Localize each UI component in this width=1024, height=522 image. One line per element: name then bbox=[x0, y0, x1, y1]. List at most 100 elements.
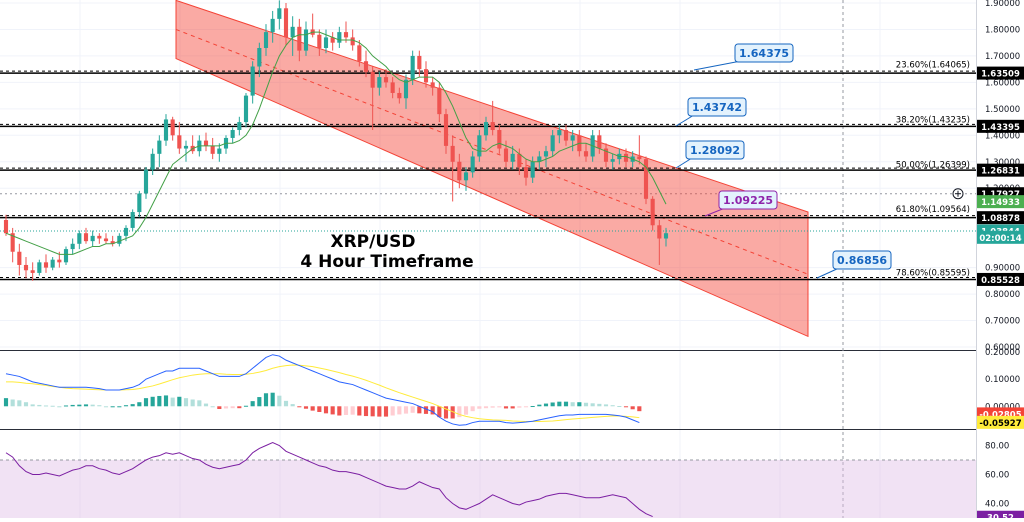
fib-label: 61.80%(1.09564) bbox=[896, 205, 970, 215]
callout-leader bbox=[675, 157, 693, 169]
candle-body bbox=[490, 122, 495, 131]
candle-body bbox=[390, 82, 395, 93]
rsi-price-tag-bg bbox=[977, 510, 1024, 522]
candle-body bbox=[510, 153, 515, 162]
candle-body bbox=[143, 169, 149, 194]
candle-body bbox=[57, 259, 62, 263]
candle-body bbox=[123, 227, 129, 236]
macd-histogram-bar bbox=[57, 406, 62, 408]
candle-body bbox=[343, 32, 349, 38]
callout-label: 1.64375 bbox=[739, 47, 789, 60]
candle-body bbox=[270, 18, 275, 33]
macd-histogram-bar bbox=[390, 406, 395, 416]
macd-histogram-bar bbox=[190, 399, 195, 407]
price-tag: 1.14933 bbox=[981, 198, 1020, 208]
macd-histogram-bar bbox=[103, 406, 109, 408]
candle-body bbox=[463, 172, 469, 181]
callout-box bbox=[687, 97, 747, 117]
rsi-tick-label: 80.00 bbox=[985, 442, 1009, 452]
macd-histogram-bar bbox=[70, 404, 75, 407]
callout-leader bbox=[693, 60, 742, 71]
macd-histogram-bar bbox=[123, 405, 129, 407]
macd-histogram-bar bbox=[23, 402, 29, 407]
candle-body bbox=[317, 34, 322, 48]
price-tag-bg bbox=[977, 119, 1024, 133]
candle-body bbox=[303, 29, 309, 51]
candle-body bbox=[470, 156, 475, 173]
chart-title-group: XRP/USD 4 Hour Timeframe bbox=[300, 232, 473, 272]
chart-subtitle: 4 Hour Timeframe bbox=[300, 252, 473, 272]
candle-body bbox=[90, 235, 95, 242]
candle-body bbox=[337, 32, 342, 43]
candle-body bbox=[457, 161, 462, 181]
candle-body bbox=[150, 153, 155, 170]
macd-price-tag: -0.05927 bbox=[979, 419, 1021, 429]
candle-body bbox=[550, 135, 555, 152]
candle-body bbox=[83, 233, 89, 242]
candle-body bbox=[417, 55, 422, 70]
moving-average bbox=[5, 31, 667, 255]
macd-histogram-bar bbox=[497, 406, 502, 408]
price-tag-bg bbox=[977, 163, 1024, 177]
candle-body bbox=[183, 145, 189, 149]
macd-price-tag-bg bbox=[977, 415, 1024, 429]
macd-histogram-bar bbox=[583, 402, 589, 407]
macd-histogram-bar bbox=[377, 406, 382, 417]
candle-body bbox=[250, 66, 255, 96]
macd-histogram-bar bbox=[483, 406, 489, 409]
macd-histogram-bar bbox=[403, 406, 409, 414]
price-tick-label: 0.80000 bbox=[985, 290, 1020, 300]
fib-label: 50.00%(1.26399) bbox=[896, 160, 970, 170]
macd-histogram-bar bbox=[343, 406, 349, 415]
candle-body bbox=[423, 69, 429, 83]
candle-body bbox=[323, 37, 329, 48]
price-tag: 1.08878 bbox=[981, 214, 1020, 224]
macd-histogram-bar bbox=[337, 406, 342, 416]
price-tag-bg bbox=[977, 230, 1024, 244]
macd-histogram-bar bbox=[50, 405, 55, 407]
candle-body bbox=[610, 159, 615, 162]
macd-histogram-bar bbox=[430, 406, 435, 415]
macd-histogram-bar bbox=[197, 400, 202, 407]
macd-histogram-bar bbox=[163, 395, 169, 407]
callout-label: 1.28092 bbox=[690, 144, 740, 157]
macd-histogram-bar bbox=[363, 406, 369, 417]
macd-histogram-bar bbox=[130, 404, 135, 407]
candle-body bbox=[30, 270, 35, 273]
macd-histogram-bar bbox=[597, 403, 602, 407]
callout-box bbox=[734, 43, 794, 63]
candle-body bbox=[503, 148, 509, 162]
price-tag-bg bbox=[977, 272, 1024, 286]
macd-histogram-bar bbox=[203, 403, 209, 407]
macd-histogram-bar bbox=[143, 398, 149, 407]
candle-body bbox=[277, 8, 282, 19]
price-tick-label: 1.40000 bbox=[985, 131, 1020, 141]
candle-body bbox=[530, 161, 535, 178]
macd-line bbox=[5, 354, 640, 426]
price-tick-label: 0.70000 bbox=[985, 317, 1020, 327]
candle-body bbox=[663, 233, 669, 239]
macd-histogram-bar bbox=[603, 404, 609, 407]
macd-histogram-bar bbox=[357, 406, 362, 416]
macd-histogram-bar bbox=[450, 406, 455, 419]
candle-body bbox=[243, 95, 249, 123]
candle-body bbox=[477, 135, 482, 157]
candle-body bbox=[103, 238, 109, 242]
candle-body bbox=[170, 119, 175, 136]
macd-price-tag: -0.02805 bbox=[979, 410, 1021, 420]
macd-histogram-bar bbox=[43, 405, 49, 407]
macd-histogram-bar bbox=[510, 406, 515, 409]
macd-histogram-bar bbox=[110, 406, 115, 408]
macd-histogram-bar bbox=[557, 401, 562, 407]
macd-histogram-bar bbox=[37, 404, 42, 407]
macd-histogram-bar bbox=[437, 406, 442, 418]
callout-label: 1.43742 bbox=[692, 101, 742, 114]
candle-body bbox=[117, 235, 122, 244]
candle-body bbox=[237, 122, 242, 131]
macd-histogram-bar bbox=[230, 406, 235, 409]
price-tag: 02:00:14 bbox=[979, 234, 1021, 244]
candle-body bbox=[203, 140, 209, 146]
candle-body bbox=[3, 219, 9, 234]
candle-body bbox=[163, 119, 169, 141]
